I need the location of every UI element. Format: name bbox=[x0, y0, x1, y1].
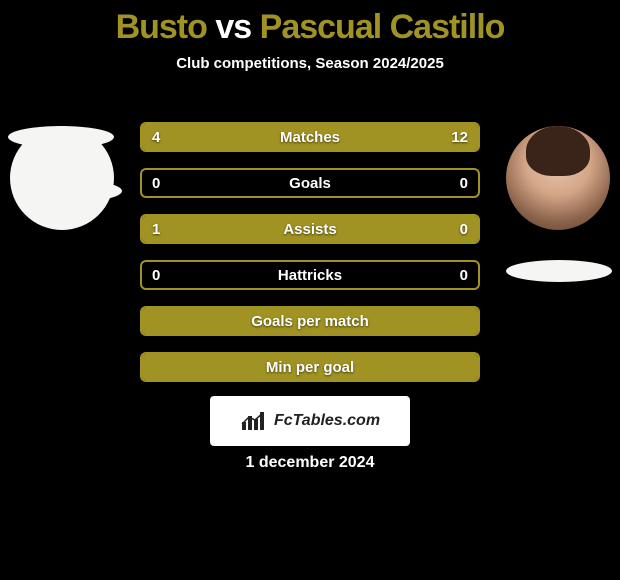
date-label: 1 december 2024 bbox=[0, 454, 620, 472]
player1-name: Busto bbox=[116, 8, 207, 46]
stat-row: 00Hattricks bbox=[140, 260, 480, 290]
stat-row: Min per goal bbox=[140, 352, 480, 382]
player1-avatar bbox=[10, 126, 114, 230]
chart-icon bbox=[240, 410, 268, 432]
stat-label: Assists bbox=[142, 216, 478, 242]
subtitle: Club competitions, Season 2024/2025 bbox=[0, 55, 620, 72]
stat-row: 10Assists bbox=[140, 214, 480, 244]
vs-label: vs bbox=[215, 8, 251, 46]
stat-label: Min per goal bbox=[142, 354, 478, 380]
stat-label: Matches bbox=[142, 124, 478, 150]
badge-text: FcTables.com bbox=[274, 412, 380, 430]
source-badge: FcTables.com bbox=[210, 396, 410, 446]
stat-row: 00Goals bbox=[140, 168, 480, 198]
stat-row: Goals per match bbox=[140, 306, 480, 336]
stat-label: Goals per match bbox=[142, 308, 478, 334]
player2-name: Pascual Castillo bbox=[260, 8, 505, 46]
comparison-bars: 412Matches 00Goals 10Assists 00Hattricks Goa… bbox=[140, 122, 480, 398]
stat-label: Hattricks bbox=[142, 262, 478, 288]
stat-row: 412Matches bbox=[140, 122, 480, 152]
comparison-title: Busto vs Pascual Castillo bbox=[0, 0, 620, 47]
player2-avatar bbox=[506, 126, 610, 230]
stat-label: Goals bbox=[142, 170, 478, 196]
